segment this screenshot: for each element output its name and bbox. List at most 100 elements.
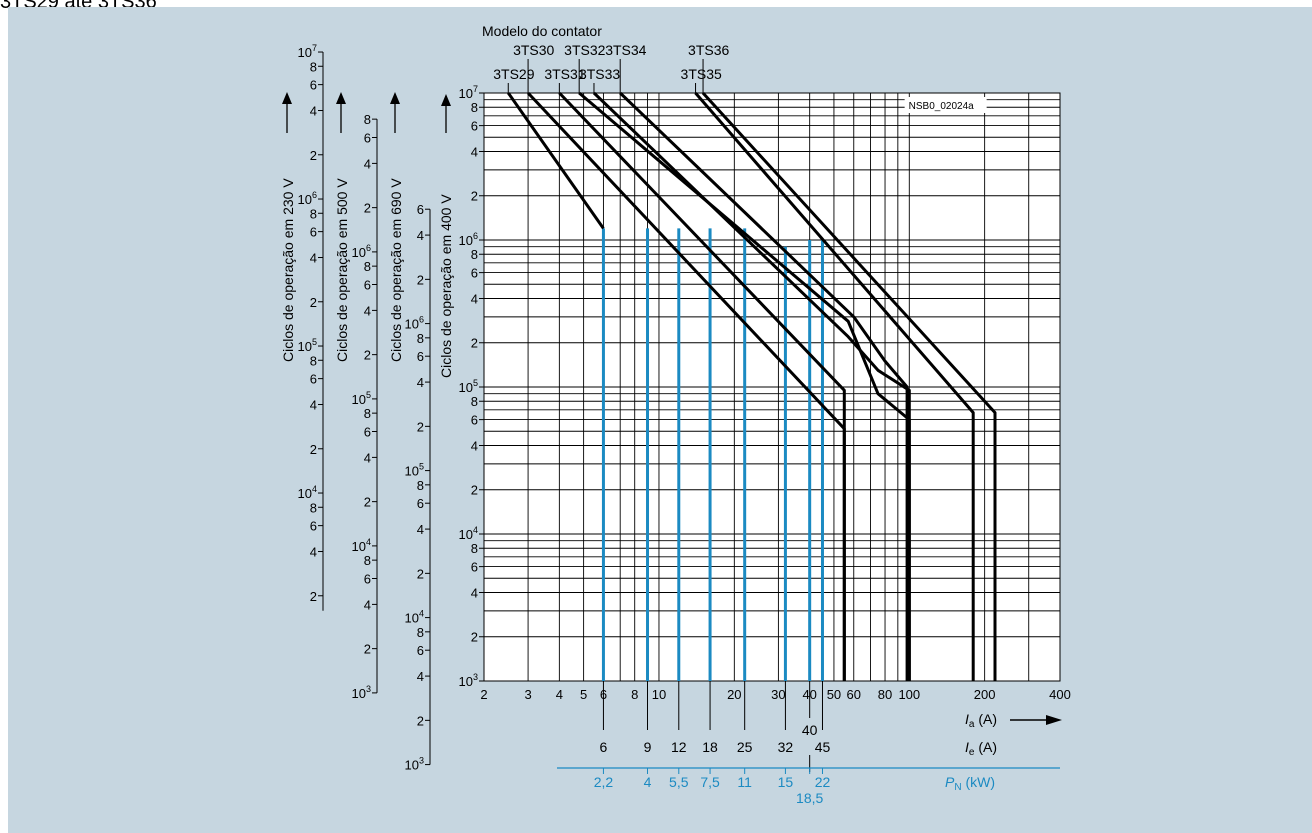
secondary-tick-label: 8 bbox=[417, 331, 424, 346]
secondary-tick-label: 6 bbox=[364, 131, 371, 146]
secondary-tick-label: 2 bbox=[417, 419, 424, 434]
power-label: 22 bbox=[815, 774, 831, 790]
secondary-tick-label: 8 bbox=[364, 259, 371, 274]
x-tick-label: 20 bbox=[727, 687, 741, 702]
curve-3ts31 bbox=[558, 91, 846, 681]
secondary-axis-arrow-head bbox=[390, 92, 400, 104]
secondary-axis-arrow-head bbox=[282, 92, 292, 104]
secondary-tick-label: 6 bbox=[310, 519, 317, 534]
y-tick-label-400: 107 bbox=[459, 84, 478, 101]
curve-3ts35 bbox=[694, 92, 975, 681]
y-tick-label-400: 2 bbox=[471, 630, 478, 645]
secondary-tick-label: 2 bbox=[364, 495, 371, 510]
y-tick-label-400: 6 bbox=[471, 119, 478, 134]
x-tick-label: 80 bbox=[878, 687, 892, 702]
secondary-tick-label: 6 bbox=[364, 425, 371, 440]
power-label: 11 bbox=[737, 774, 752, 790]
x-tick-label: 60 bbox=[847, 687, 861, 702]
x-tick-label: 2 bbox=[480, 687, 487, 702]
secondary-tick-label: 104 bbox=[298, 484, 317, 501]
x-tick-label: 8 bbox=[631, 687, 638, 702]
secondary-tick-label: 8 bbox=[364, 112, 371, 127]
axes bbox=[318, 51, 484, 766]
contactor-label: 3TS34 bbox=[605, 42, 646, 58]
x-tick-label: 30 bbox=[771, 687, 785, 702]
secondary-tick-label: 105 bbox=[405, 462, 424, 479]
y-axis-label-400: Ciclos de operação em 400 V bbox=[438, 194, 454, 378]
rated-current-lines bbox=[601, 228, 824, 681]
contactor-label: 3TS36 bbox=[688, 42, 729, 58]
secondary-tick-label: 104 bbox=[352, 537, 371, 554]
curve-3ts36 bbox=[701, 91, 997, 681]
x-tick-label: 4 bbox=[556, 687, 563, 702]
secondary-tick-label: 4 bbox=[417, 375, 424, 390]
contactor-label: 3TS35 bbox=[681, 66, 722, 82]
secondary-tick-label: 8 bbox=[417, 478, 424, 493]
secondary-tick-label: 104 bbox=[405, 609, 424, 626]
power-label: 7,5 bbox=[700, 774, 720, 790]
y-tick-label-400: 6 bbox=[471, 266, 478, 281]
secondary-tick-label: 2 bbox=[310, 589, 317, 604]
curve-3ts33 bbox=[592, 91, 911, 681]
secondary-tick-label: 106 bbox=[352, 243, 371, 260]
power-label: 5,5 bbox=[669, 774, 689, 790]
secondary-tick-label: 2 bbox=[310, 148, 317, 163]
power-label: 18,5 bbox=[796, 790, 823, 806]
power-label: 4 bbox=[644, 774, 652, 790]
secondary-tick-label: 2 bbox=[364, 201, 371, 216]
y-tick-label-400: 4 bbox=[471, 585, 478, 600]
x-axis-label: Ia (A) bbox=[965, 711, 997, 730]
y-tick-label-400: 103 bbox=[459, 672, 478, 689]
secondary-tick-label: 105 bbox=[298, 337, 317, 354]
rated-current-label: 9 bbox=[644, 739, 652, 755]
contactor-heading: Modelo do contator bbox=[482, 23, 602, 39]
x-tick-label: 5 bbox=[580, 687, 587, 702]
secondary-tick-label: 4 bbox=[364, 597, 371, 612]
secondary-tick-label: 103 bbox=[405, 756, 424, 773]
curve-3ts34 bbox=[619, 91, 909, 681]
secondary-tick-label: 2 bbox=[417, 566, 424, 581]
secondary-axis-label: Ciclos de operação em 500 V bbox=[334, 178, 350, 362]
rated-current-label: 45 bbox=[815, 739, 831, 755]
secondary-axis-label: Ciclos de operação em 230 V bbox=[280, 178, 296, 362]
y-tick-label-400: 105 bbox=[459, 378, 478, 395]
power-axis-label: PN (kW) bbox=[945, 774, 995, 793]
y-tick-label-400: 4 bbox=[471, 291, 478, 306]
contactor-label: 3TS29 bbox=[493, 66, 534, 82]
secondary-tick-label: 2 bbox=[417, 713, 424, 728]
rated-current-label: 6 bbox=[600, 739, 608, 755]
x-tick-label: 50 bbox=[827, 687, 841, 702]
curves bbox=[507, 91, 997, 681]
secondary-tick-label: 8 bbox=[364, 406, 371, 421]
y-axis-arrow-head-400 bbox=[441, 94, 451, 106]
secondary-tick-label: 6 bbox=[310, 225, 317, 240]
figure-id: NSB0_02024a bbox=[909, 101, 974, 112]
y-tick-label-400: 2 bbox=[471, 336, 478, 351]
secondary-tick-label: 4 bbox=[417, 522, 424, 537]
rated-current-label: 40 bbox=[802, 722, 818, 738]
secondary-tick-label: 8 bbox=[417, 625, 424, 640]
rated-current-label: 18 bbox=[702, 739, 718, 755]
secondary-tick-label: 2 bbox=[364, 348, 371, 363]
contactor-label: 3TS31 bbox=[544, 66, 585, 82]
rated-current-label: 25 bbox=[737, 739, 753, 755]
secondary-tick-label: 8 bbox=[310, 59, 317, 74]
secondary-tick-label: 8 bbox=[310, 353, 317, 368]
rated-current-axis-label: Ie (A) bbox=[965, 739, 997, 758]
y-tick-label-400: 8 bbox=[471, 247, 478, 262]
secondary-axis-arrow-head bbox=[336, 92, 346, 104]
secondary-tick-label: 4 bbox=[417, 228, 424, 243]
secondary-tick-label: 8 bbox=[310, 206, 317, 221]
secondary-tick-label: 4 bbox=[310, 545, 317, 560]
x-axis-arrow-head bbox=[1046, 715, 1062, 725]
x-tick-label: 10 bbox=[652, 687, 666, 702]
secondary-tick-label: 6 bbox=[310, 372, 317, 387]
secondary-tick-label: 6 bbox=[364, 278, 371, 293]
y-tick-label-400: 2 bbox=[471, 483, 478, 498]
labels: NSB0_02024a23456810203040506080100200400… bbox=[280, 23, 1071, 806]
secondary-tick-label: 6 bbox=[417, 202, 424, 217]
x-tick-label: 3 bbox=[524, 687, 531, 702]
y-tick-label-400: 4 bbox=[471, 144, 478, 159]
secondary-tick-label: 4 bbox=[364, 303, 371, 318]
